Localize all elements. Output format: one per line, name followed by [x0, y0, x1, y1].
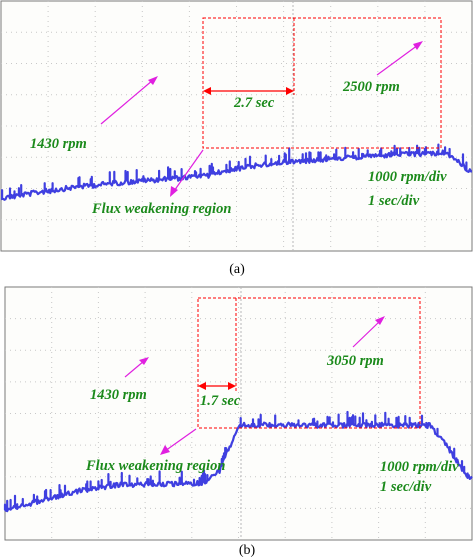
speed-trace-line: [0, 143, 473, 201]
speed-trace-line: [3, 410, 473, 513]
speed-trace: [3, 410, 473, 513]
interval-label: 2.7 sec: [233, 95, 275, 111]
interval-label: 1.7 sec: [200, 393, 241, 409]
scale-time-label: 1 sec/div: [380, 479, 432, 495]
panel-label-a: (a): [229, 262, 245, 277]
region-label: Flux weakening region: [85, 458, 225, 474]
interval-arrow: [198, 382, 236, 390]
flux-weakening-box: [197, 297, 421, 429]
final-speed-label: 3050 rpm: [326, 353, 384, 369]
scope-panel-b: 1430 rpm 1.7 sec 3050 rpm Flux weakening…: [3, 286, 473, 558]
interval-arrow: [203, 87, 294, 95]
speed-trace: [0, 143, 473, 201]
scale-time-label: 1 sec/div: [368, 193, 420, 209]
base-speed-label: 1430 rpm: [30, 136, 87, 152]
grid: [1, 1, 472, 251]
flux-weakening-box: [202, 17, 442, 149]
final-speed-label: 2500 rpm: [342, 79, 400, 95]
scale-rpm-label: 1000 rpm/div: [380, 459, 459, 475]
scope-panel-a: 2.7 sec 2500 rpm 1430 rpm 1000 rpm/div 1…: [0, 0, 473, 277]
scale-rpm-label: 1000 rpm/div: [368, 169, 447, 185]
region-label: Flux weakening region: [91, 201, 231, 217]
panel-label-b: (b): [239, 543, 256, 558]
pointer-arrows: [100, 41, 423, 197]
pointer-arrows: [124, 316, 385, 455]
base-speed-label: 1430 rpm: [90, 387, 147, 403]
